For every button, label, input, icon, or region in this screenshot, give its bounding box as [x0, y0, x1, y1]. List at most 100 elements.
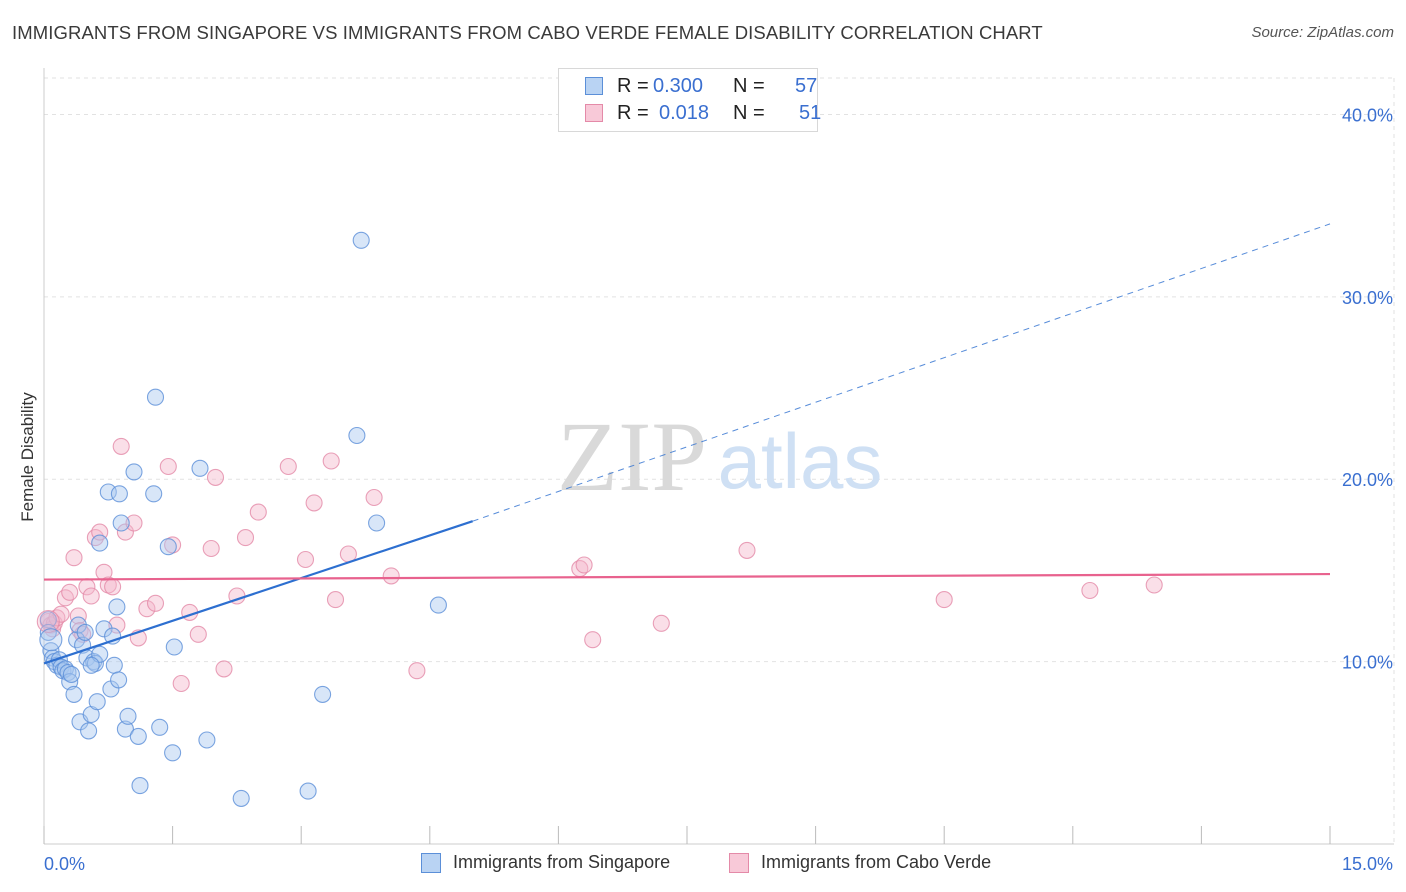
trend-line-singapore [43, 520, 474, 665]
point-cabo-verde [104, 578, 122, 596]
point-cabo-verde [36, 609, 60, 634]
legend-swatch-cabo-verde [585, 104, 603, 122]
legend-label-cabo-verde: Immigrants from Cabo Verde [761, 852, 992, 872]
point-cabo-verde [652, 614, 670, 632]
point-singapore [314, 685, 332, 703]
point-singapore [76, 623, 94, 641]
legend-swatch-cabo-verde [729, 853, 749, 873]
point-cabo-verde [408, 662, 426, 680]
point-singapore [62, 665, 80, 683]
point-singapore [125, 463, 143, 481]
point-cabo-verde [82, 587, 100, 605]
point-singapore [352, 231, 370, 249]
point-singapore [108, 598, 126, 616]
point-singapore [131, 777, 149, 795]
point-singapore [119, 707, 137, 725]
x-tick-label: 0.0% [44, 854, 85, 874]
point-cabo-verde [108, 616, 126, 634]
point-cabo-verde [206, 468, 225, 486]
point-singapore [165, 638, 183, 656]
y-tick-label: 40.0% [1342, 105, 1393, 125]
legend-r-label: R = [617, 75, 649, 97]
point-singapore [348, 426, 366, 445]
watermark: ZIP atlas [557, 401, 882, 512]
point-cabo-verde [738, 541, 756, 559]
trend-line-singapore-extension [472, 223, 1331, 522]
point-cabo-verde [112, 437, 130, 455]
point-singapore [145, 485, 163, 503]
point-singapore [299, 782, 317, 800]
x-tick-label: 15.0% [1342, 854, 1393, 874]
point-cabo-verde [172, 674, 190, 693]
point-cabo-verde [138, 600, 156, 618]
y-tick-label: 10.0% [1342, 653, 1393, 673]
point-cabo-verde [935, 591, 953, 609]
point-cabo-verde [326, 591, 345, 609]
point-singapore [110, 485, 128, 503]
point-singapore [146, 388, 165, 406]
legend-n-label: N = [733, 102, 765, 124]
legend-n-value: 57 [795, 75, 818, 97]
y-tick-label: 20.0% [1342, 470, 1393, 490]
point-cabo-verde [584, 631, 602, 649]
point-singapore [105, 656, 123, 674]
watermark-zip: ZIP [557, 401, 707, 512]
legend-label-singapore: Immigrants from Singapore [453, 852, 671, 872]
point-cabo-verde [279, 457, 297, 476]
tick-labels: 10.0% 20.0% 30.0% 40.0% 0.0% 15.0% [44, 105, 1393, 874]
point-singapore [112, 514, 130, 532]
data-points [36, 231, 1163, 807]
point-cabo-verde [1081, 581, 1099, 600]
point-cabo-verde [575, 556, 593, 574]
point-cabo-verde [202, 539, 220, 558]
point-singapore [164, 744, 182, 762]
point-singapore [198, 731, 216, 749]
point-singapore [95, 620, 113, 638]
point-cabo-verde [365, 488, 383, 507]
point-cabo-verde [159, 457, 177, 476]
trend-line-cabo-verde [43, 572, 1331, 581]
point-singapore [110, 671, 128, 689]
point-singapore [65, 685, 83, 703]
legend-swatch-singapore [421, 853, 441, 873]
point-cabo-verde [52, 605, 70, 623]
point-singapore [129, 727, 147, 745]
point-cabo-verde [382, 567, 400, 585]
point-cabo-verde [296, 550, 315, 569]
point-cabo-verde [146, 594, 165, 612]
correlation-legend: R = 0.300 N = 57 R = 0.018 N = 51 [558, 68, 822, 132]
point-singapore [91, 534, 109, 552]
point-singapore [69, 616, 87, 634]
point-singapore [151, 718, 169, 736]
point-cabo-verde [249, 503, 267, 521]
axes [43, 68, 1394, 845]
source-label[interactable]: Source: ZipAtlas.com [1251, 24, 1394, 41]
chart-title: IMMIGRANTS FROM SINGAPORE VS IMMIGRANTS … [12, 22, 1043, 43]
legend-swatch-singapore [585, 77, 603, 95]
point-cabo-verde [69, 607, 87, 625]
point-singapore [116, 720, 134, 738]
point-singapore [191, 459, 209, 477]
point-singapore [429, 596, 447, 614]
point-cabo-verde [65, 549, 83, 567]
point-cabo-verde [61, 583, 79, 601]
legend-n-label: N = [733, 75, 765, 97]
point-cabo-verde [125, 514, 143, 532]
point-cabo-verde [236, 529, 255, 547]
point-singapore [88, 693, 106, 711]
point-cabo-verde [116, 523, 134, 541]
point-singapore [99, 483, 117, 501]
legend-n-value: 51 [799, 102, 822, 124]
legend-r-label: R = [617, 102, 649, 124]
point-singapore [82, 656, 100, 674]
point-cabo-verde [305, 494, 323, 512]
point-singapore [232, 789, 250, 807]
point-cabo-verde [189, 625, 207, 643]
trend-lines [43, 223, 1331, 665]
legend-r-value: 0.300 [653, 75, 704, 97]
point-singapore [39, 628, 63, 652]
point-cabo-verde [1145, 576, 1163, 594]
y-tick-label: 30.0% [1342, 288, 1393, 308]
point-cabo-verde [322, 452, 340, 470]
legend-r-value: 0.018 [659, 102, 710, 124]
